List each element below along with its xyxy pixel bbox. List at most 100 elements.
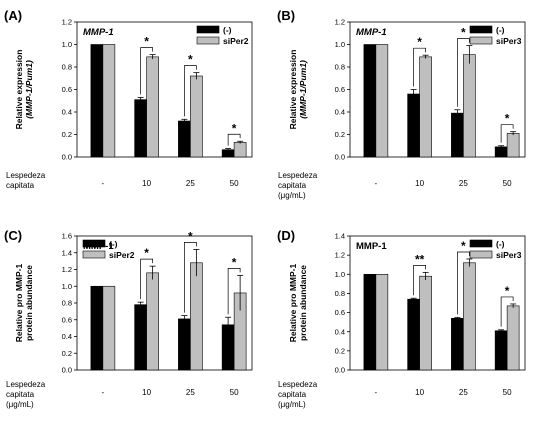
- panel-annotation: MMP-1: [356, 241, 387, 252]
- y-axis-title: Relative pro MMP-1protein abundance: [14, 264, 34, 343]
- y-tick-label: 1.2: [335, 251, 345, 260]
- x-category-label: 25: [186, 179, 195, 188]
- y-axis-title: Relative pro MMP-1protein abundance: [288, 264, 308, 343]
- bar: [146, 56, 159, 158]
- panel-annotation: MMP-1: [83, 27, 114, 38]
- significance-marker: *: [461, 26, 466, 40]
- y-axis-title: Relative expression(MMP-1/Pum1): [288, 50, 308, 130]
- x-axis-title-line: Lespedeza: [6, 171, 46, 180]
- significance-bracket: [500, 296, 514, 327]
- x-category-label: -: [375, 388, 378, 397]
- legend-label: (-): [109, 239, 118, 249]
- y-axis-title-line: Relative pro MMP-1: [14, 264, 24, 343]
- bar: [407, 93, 420, 158]
- plot-frame: [349, 235, 526, 371]
- significance-bracket: [140, 258, 153, 300]
- panel-c: (C) 0.0 0.2 0.4 0.6 0.8 1.0 1.2 1.4 1.6 Relative p…: [4, 228, 253, 409]
- y-tick-label: 0.2: [62, 130, 72, 139]
- y-tick-label: 1.2: [62, 18, 72, 27]
- x-category-label: 50: [503, 388, 512, 397]
- bar: [463, 262, 476, 371]
- x-axis-title-line: (μg/mL): [6, 400, 34, 409]
- x-axis-title-line: capitata: [6, 390, 35, 399]
- significance-marker: *: [505, 284, 510, 298]
- significance-bracket: [413, 47, 426, 87]
- significance-marker: *: [505, 112, 510, 126]
- y-axis-title-line: Relative expression: [14, 50, 24, 130]
- significance-marker: *: [232, 255, 237, 269]
- significance-marker: *: [188, 229, 193, 243]
- significance-marker: *: [232, 121, 237, 135]
- bar: [190, 75, 203, 158]
- bar: [407, 298, 420, 371]
- y-tick-label: 1.0: [62, 282, 72, 291]
- x-axis-title-line: capitata: [278, 181, 307, 190]
- panel-d: (D) 0.0 0.2 0.4 0.6 0.8 1.0 1.2 1.4 Relative pro …: [277, 228, 526, 409]
- legend-label: siPer2: [223, 36, 249, 46]
- bar: [463, 54, 476, 158]
- x-category-label: -: [102, 388, 105, 397]
- x-category-label: 10: [415, 388, 424, 397]
- y-tick-label: 1.6: [62, 232, 72, 241]
- significance-marker: **: [415, 252, 425, 266]
- bar: [146, 272, 159, 371]
- x-axis-title-line: capitata: [6, 181, 35, 190]
- bar: [506, 133, 520, 158]
- significance-bracket: [140, 47, 153, 95]
- significance-bracket: [184, 242, 197, 313]
- x-axis-title-line: capitata: [278, 390, 307, 399]
- bar: [375, 273, 389, 371]
- bar: [451, 318, 464, 371]
- y-tick-label: 1.2: [62, 265, 72, 274]
- legend-label: siPer2: [109, 250, 135, 260]
- panel-letter: (A): [4, 8, 22, 23]
- bar: [178, 318, 191, 371]
- x-axis-title-line: Lespedeza: [6, 380, 46, 389]
- x-axis-title-line: (μg/mL): [278, 400, 306, 409]
- x-category-label: 50: [503, 179, 512, 188]
- legend-swatch: [82, 250, 106, 259]
- significance-bracket: [457, 251, 470, 315]
- x-axis-title-line: Lespedeza: [278, 171, 318, 180]
- bar: [419, 56, 432, 158]
- significance-bracket: [457, 38, 470, 107]
- y-tick-label: 0.6: [62, 315, 72, 324]
- legend-swatch: [469, 250, 493, 259]
- x-category-label: 25: [186, 388, 195, 397]
- bar: [102, 44, 116, 158]
- bar: [90, 285, 104, 371]
- legend-swatch: [469, 25, 493, 34]
- y-tick-label: 0.6: [335, 85, 345, 94]
- x-category-label: 25: [459, 388, 468, 397]
- y-tick-label: 0.0: [62, 366, 72, 375]
- bar: [134, 304, 147, 371]
- significance-bracket: [227, 133, 241, 146]
- legend-swatch: [196, 36, 220, 45]
- y-tick-label: 0.4: [62, 332, 72, 341]
- x-category-label: -: [102, 179, 105, 188]
- y-tick-label: 0.2: [335, 346, 345, 355]
- legend-swatch: [469, 239, 493, 248]
- panel-letter: (D): [277, 228, 295, 243]
- bar: [190, 262, 203, 371]
- panel-a: (A) 0.0 0.2 0.4 0.6 0.8 1.0 1.2 Relative express…: [4, 8, 253, 190]
- y-tick-label: 0.6: [335, 308, 345, 317]
- x-category-label: 50: [230, 179, 239, 188]
- legend-label: (-): [496, 25, 505, 35]
- legend-label: siPer3: [496, 36, 522, 46]
- panel-annotation: MMP-1: [356, 27, 387, 38]
- legend-swatch: [82, 239, 106, 248]
- bar: [363, 44, 377, 158]
- y-tick-label: 0.8: [62, 299, 72, 308]
- y-tick-label: 0.8: [62, 63, 72, 72]
- y-tick-label: 0.0: [335, 153, 345, 162]
- x-axis-title-line: (μg/mL): [278, 191, 306, 200]
- y-axis-title: Relative expression(MMP-1/Pum1): [14, 50, 34, 130]
- y-axis-title-line: (MMP-1/Pum1): [24, 60, 34, 119]
- x-category-label: 10: [142, 388, 151, 397]
- y-tick-label: 1.0: [62, 40, 72, 49]
- y-tick-label: 0.4: [62, 108, 72, 117]
- y-tick-label: 1.0: [335, 40, 345, 49]
- y-tick-label: 0.0: [62, 153, 72, 162]
- significance-marker: *: [144, 246, 149, 260]
